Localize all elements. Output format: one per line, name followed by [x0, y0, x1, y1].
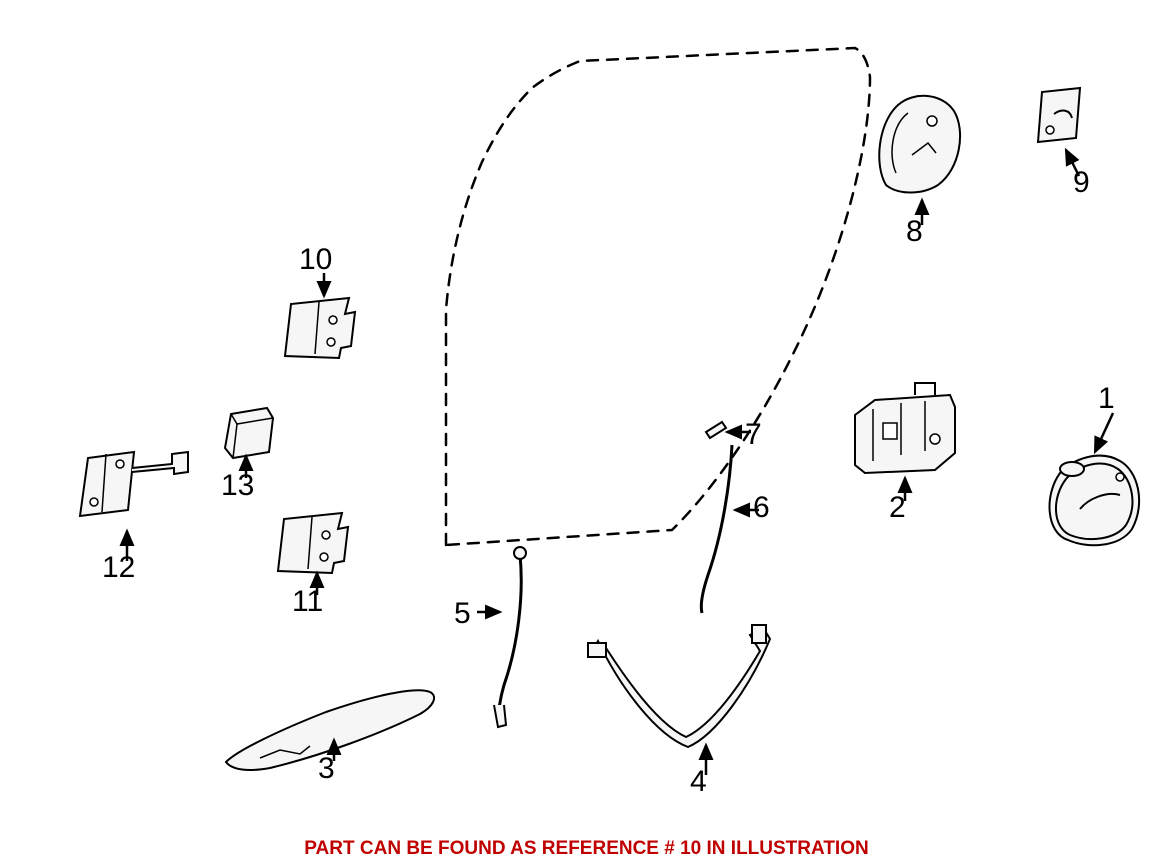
callout-label-1: 1 [1098, 382, 1115, 416]
part-12 [80, 452, 188, 516]
callout-label-2: 2 [889, 491, 906, 525]
diagram-canvas: 12345678910111213 PART CAN BE FOUND AS R… [0, 0, 1173, 865]
callout-label-13: 13 [221, 469, 254, 503]
callout-label-12: 12 [102, 551, 135, 585]
part-10 [285, 298, 355, 358]
callout-label-6: 6 [753, 491, 770, 525]
part-8 [879, 96, 960, 193]
callout-label-4: 4 [690, 765, 707, 799]
callout-label-8: 8 [906, 215, 923, 249]
part-11 [278, 513, 348, 573]
part-6 [701, 445, 732, 613]
part-4 [588, 625, 770, 747]
footer-reference-note: PART CAN BE FOUND AS REFERENCE # 10 IN I… [0, 838, 1173, 860]
part-1 [1050, 456, 1140, 546]
part-2 [855, 383, 955, 473]
callout-label-7: 7 [745, 418, 762, 452]
callout-label-3: 3 [318, 752, 335, 786]
callout-label-11: 11 [292, 585, 323, 619]
callout-label-9: 9 [1073, 166, 1090, 200]
part-7 [706, 422, 726, 438]
parts-diagram-svg [0, 0, 1173, 865]
part-13 [225, 408, 273, 458]
callout-arrow-1 [1095, 413, 1113, 452]
parts-group [80, 88, 1139, 770]
part-5 [494, 547, 526, 727]
door-outline [446, 48, 870, 545]
part-9 [1038, 88, 1080, 142]
callout-label-5: 5 [454, 597, 471, 631]
callout-label-10: 10 [299, 243, 332, 277]
